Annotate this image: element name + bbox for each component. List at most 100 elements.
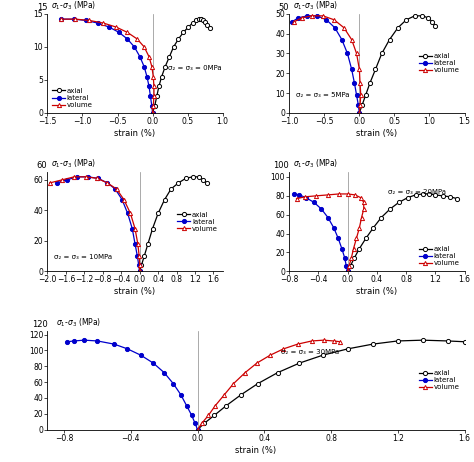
volume: [357, 102, 363, 108]
volume: [357, 80, 363, 86]
axial: [185, 24, 191, 30]
volume: [267, 353, 273, 358]
axial: [166, 54, 172, 60]
axial: [175, 180, 181, 186]
lateral: [192, 420, 198, 426]
lateral: [137, 54, 143, 60]
axial: [190, 174, 196, 180]
volume: [336, 191, 342, 197]
axial: [152, 103, 157, 109]
Text: $\sigma_1$-$\sigma_3$ (MPa): $\sigma_1$-$\sigma_3$ (MPa): [51, 0, 96, 12]
volume: [254, 360, 260, 366]
volume: [71, 174, 77, 180]
lateral: [295, 15, 301, 21]
volume: [114, 186, 119, 192]
axial: [201, 420, 207, 426]
lateral: [195, 427, 201, 432]
lateral: [303, 195, 309, 201]
volume: [125, 30, 130, 35]
lateral: [83, 18, 89, 23]
axial: [201, 177, 206, 182]
volume: [294, 196, 300, 201]
volume: [47, 180, 53, 186]
volume: [345, 191, 351, 197]
lateral: [85, 174, 91, 180]
axial: [150, 110, 155, 116]
Line: volume: volume: [59, 17, 156, 115]
volume: [356, 110, 362, 116]
Text: $\sigma_1$-$\sigma_3$ (MPa): $\sigma_1$-$\sigma_3$ (MPa): [51, 158, 96, 170]
volume: [309, 338, 315, 344]
axial: [395, 338, 401, 344]
lateral: [136, 262, 142, 268]
axial: [155, 211, 161, 216]
Text: $\sigma_1$-$\sigma_3$ (MPa): $\sigma_1$-$\sigma_3$ (MPa): [56, 316, 101, 328]
axial: [432, 192, 438, 198]
axial: [363, 92, 368, 98]
axial: [440, 193, 446, 199]
axial: [137, 268, 143, 274]
lateral: [339, 37, 345, 43]
axial: [395, 25, 401, 30]
volume: [59, 177, 65, 182]
Legend: axial, lateral, volume: axial, lateral, volume: [418, 52, 461, 75]
axial: [405, 195, 410, 201]
Line: axial: axial: [137, 175, 209, 274]
lateral: [146, 84, 152, 89]
axial: [345, 346, 351, 352]
lateral: [319, 206, 324, 212]
Text: σ₂ = σ₃ = 5MPa: σ₂ = σ₃ = 5MPa: [296, 92, 350, 98]
axial: [171, 44, 176, 49]
Text: $\sigma_1$-$\sigma_3$ (MPa): $\sigma_1$-$\sigma_3$ (MPa): [293, 0, 338, 12]
axial: [445, 338, 451, 344]
X-axis label: strain (%): strain (%): [356, 129, 398, 138]
lateral: [345, 51, 350, 56]
Text: 50: 50: [279, 3, 289, 12]
volume: [346, 263, 352, 268]
axial: [207, 25, 213, 31]
axial: [320, 353, 326, 358]
lateral: [311, 200, 317, 205]
volume: [281, 346, 286, 352]
lateral: [64, 177, 70, 182]
axial: [403, 17, 409, 23]
axial: [425, 15, 431, 21]
axial: [363, 236, 369, 241]
lateral: [345, 268, 351, 274]
axial: [223, 403, 229, 409]
axial: [432, 23, 438, 29]
lateral: [352, 80, 357, 86]
axial: [420, 191, 426, 197]
Line: lateral: lateral: [59, 17, 155, 115]
axial: [351, 255, 357, 261]
axial: [183, 176, 189, 181]
lateral: [331, 225, 337, 231]
axial: [462, 339, 467, 345]
lateral: [150, 110, 155, 116]
axial: [255, 381, 261, 387]
volume: [356, 225, 362, 231]
lateral: [297, 192, 302, 198]
Line: axial: axial: [357, 14, 437, 115]
volume: [87, 18, 92, 23]
Line: lateral: lateral: [65, 338, 200, 432]
axial: [162, 197, 167, 202]
lateral: [289, 19, 295, 24]
volume: [132, 226, 138, 231]
volume: [295, 341, 301, 347]
axial: [396, 200, 401, 205]
lateral: [129, 226, 135, 231]
Line: axial: axial: [346, 192, 459, 274]
Line: axial: axial: [150, 17, 212, 115]
volume: [137, 262, 143, 268]
axial: [138, 262, 144, 268]
axial: [356, 246, 362, 251]
volume: [221, 392, 227, 398]
axial: [150, 226, 155, 231]
Line: volume: volume: [294, 192, 366, 274]
Text: σ₂ = σ₃ = 30MPa: σ₂ = σ₃ = 30MPa: [281, 349, 339, 355]
Line: volume: volume: [195, 338, 342, 432]
X-axis label: strain (%): strain (%): [236, 446, 276, 455]
volume: [351, 246, 356, 251]
volume: [137, 253, 142, 259]
